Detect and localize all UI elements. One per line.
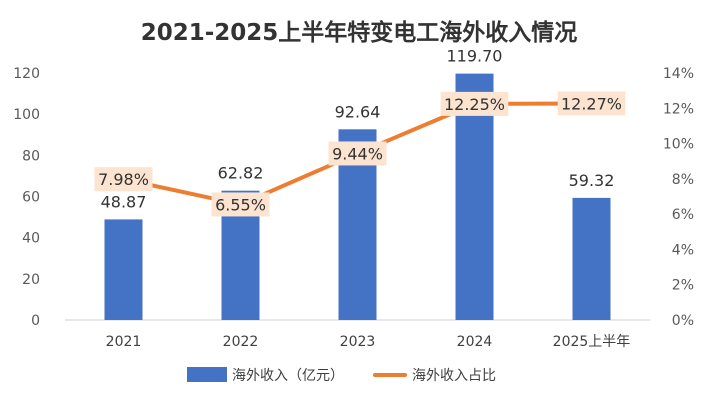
y-right-tick-label: 14% (663, 66, 694, 82)
line-label-background (211, 192, 270, 217)
y-left-tick-label: 20 (22, 272, 40, 288)
bar (104, 219, 143, 320)
x-tick-label: 2024 (457, 334, 493, 350)
chart-title: 2021-2025上半年特变电工海外收入情况 (141, 19, 578, 46)
line-value-label: 6.55% (215, 195, 266, 214)
bar-value-label: 92.64 (335, 102, 381, 121)
y-right-tick-label: 4% (672, 242, 694, 258)
bar-value-label: 119.70 (447, 47, 503, 66)
y-left-tick-label: 100 (13, 107, 40, 123)
y-right-tick-label: 8% (672, 172, 694, 188)
y-left-tick-label: 60 (22, 190, 40, 206)
line-value-label: 12.25% (444, 95, 505, 114)
bar-value-label: 62.82 (218, 164, 264, 183)
line-value-label: 9.44% (332, 144, 383, 163)
y-right-tick-label: 6% (672, 207, 694, 223)
y-right-tick-label: 12% (663, 101, 694, 117)
bar-value-label: 59.32 (569, 171, 615, 190)
line-label-background (440, 91, 509, 116)
line-value-label: 12.27% (561, 95, 622, 114)
y-right-tick-label: 10% (663, 137, 694, 153)
y-left-tick-label: 0 (31, 313, 40, 329)
legend-bar-label: 海外收入（亿元） (232, 368, 344, 384)
legend-line-label: 海外收入占比 (412, 368, 496, 384)
y-right-tick-label: 0% (672, 313, 694, 329)
legend-bar-swatch (187, 367, 227, 382)
line-label-background (94, 167, 153, 192)
y-right-tick-label: 2% (672, 278, 694, 294)
x-tick-label: 2025上半年 (553, 334, 631, 350)
x-tick-label: 2022 (223, 334, 259, 350)
y-left-tick-label: 120 (13, 66, 40, 82)
line-value-label: 7.98% (98, 170, 149, 189)
y-left-tick-label: 80 (22, 148, 40, 164)
line-label-background (328, 141, 387, 166)
x-tick-label: 2021 (106, 334, 142, 350)
bar-value-label: 48.87 (101, 192, 147, 211)
y-left-tick-label: 40 (22, 231, 40, 247)
x-tick-label: 2023 (340, 334, 376, 350)
bar (572, 197, 611, 320)
line-label-background (557, 91, 626, 116)
